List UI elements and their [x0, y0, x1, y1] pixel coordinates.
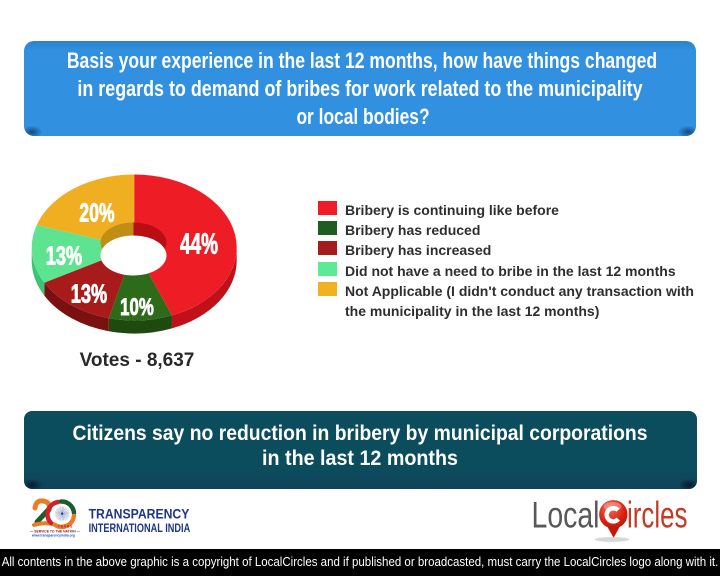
- svg-text:Local: Local: [532, 494, 600, 535]
- svg-text:TRANSPARENCY: TRANSPARENCY: [89, 506, 190, 521]
- svg-text:Y E A R S: Y E A R S: [58, 525, 73, 529]
- svg-text:— SERVICE TO THE NATION —: — SERVICE TO THE NATION —: [30, 529, 80, 534]
- svg-text:www.transparencyindia.org: www.transparencyindia.org: [31, 533, 75, 537]
- svg-text:ircles: ircles: [627, 494, 688, 535]
- svg-text:INTERNATIONAL INDIA: INTERNATIONAL INDIA: [89, 521, 191, 535]
